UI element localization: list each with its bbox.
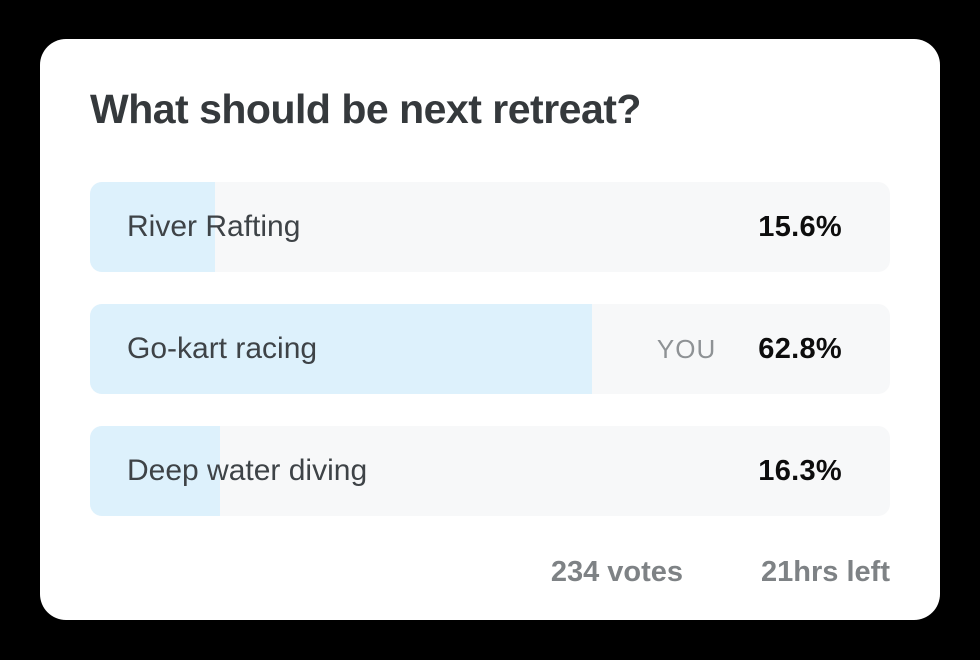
poll-option-deep-water-diving[interactable]: Deep water diving 16.3% [90,426,890,517]
poll-question-title: What should be next retreat? [90,86,641,132]
result-bar-fill [90,304,593,395]
poll-footer: 234 votes 21hrs left [90,556,890,589]
time-remaining: 21hrs left [761,556,890,589]
poll-option-go-kart-racing[interactable]: Go-kart racing YOU 62.8% [90,304,890,395]
poll-option-label: River Rafting [127,210,301,244]
poll-option-percentage: 15.6% [758,210,842,243]
result-bar-fill [90,182,215,273]
poll-option-label: Go-kart racing [127,332,318,366]
your-vote-badge: YOU [656,333,717,364]
poll-option-percentage: 16.3% [758,454,842,487]
poll-option-label: Deep water diving [127,454,368,488]
poll-option-river-rafting[interactable]: River Rafting 15.6% [90,182,890,273]
poll-card: What should be next retreat? River Rafti… [40,39,940,620]
poll-option-percentage: 62.8% [758,332,842,365]
poll-option-content: River Rafting 15.6% [90,182,890,272]
result-bar-fill [90,426,221,517]
poll-option-content: Deep water diving 16.3% [90,426,890,516]
vote-count: 234 votes [550,556,684,589]
poll-option-content: Go-kart racing YOU 62.8% [90,304,890,394]
